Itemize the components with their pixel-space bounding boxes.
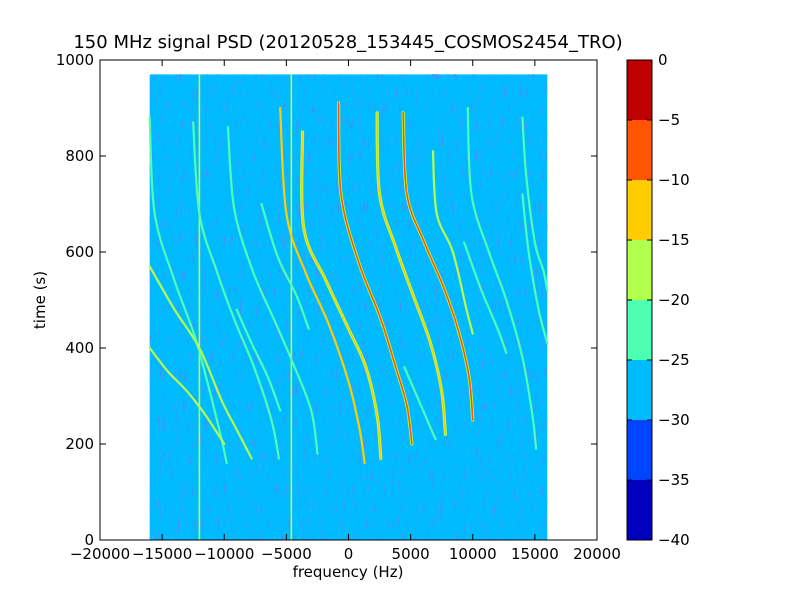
- x-tick-label: −5000: [261, 545, 312, 563]
- x-tick-label: −20000: [70, 545, 130, 563]
- colorbar-tick-label: −20: [658, 291, 690, 309]
- vertical-interference-lines: [198, 74, 293, 540]
- trace-6: [235, 308, 282, 412]
- trace-0: [148, 116, 228, 465]
- colorbar-band: [627, 60, 652, 120]
- colorbar-band: [627, 240, 652, 300]
- colorbar-tick-label: −10: [658, 171, 690, 189]
- trace-15: [521, 193, 549, 345]
- doppler-traces: [148, 101, 549, 465]
- x-tick-label: −15000: [132, 545, 192, 563]
- trace-3: [192, 121, 281, 460]
- colorbar-ticks: −40 −35 −30 −25 −20 −15 −10 −5 0: [627, 51, 690, 549]
- y-axis-label: time (s): [31, 271, 49, 329]
- y-tick-label: 600: [65, 243, 94, 261]
- x-tick-label: −10000: [194, 545, 254, 563]
- colorbar-tick-label: −15: [658, 231, 690, 249]
- y-tick-label: 800: [65, 147, 94, 165]
- y-tick-label: 400: [65, 339, 94, 357]
- trace-2: [148, 346, 226, 446]
- trace-10: [376, 112, 447, 436]
- colorbar-tick-label: −40: [658, 531, 690, 549]
- x-tick-label: 0: [344, 545, 354, 563]
- colorbar-band: [627, 120, 652, 180]
- x-tick-label: 15000: [511, 545, 559, 563]
- trace-13: [466, 106, 538, 450]
- trace-17: [403, 366, 437, 441]
- colorbar: [627, 60, 652, 540]
- colorbar-tick-label: −25: [658, 351, 690, 369]
- trace-9: [337, 102, 413, 445]
- y-tick-label: 1000: [56, 51, 94, 69]
- trace-12: [431, 150, 474, 335]
- colorbar-tick-label: −35: [658, 471, 690, 489]
- trace-4: [226, 126, 319, 455]
- colorbar-band: [627, 300, 652, 360]
- colorbar-band: [627, 420, 652, 480]
- trace-8: [300, 131, 382, 460]
- plot-area: [148, 74, 549, 540]
- spectrogram-noise-speckle: [149, 74, 548, 540]
- x-tick-label: 10000: [449, 545, 497, 563]
- y-tick-label: 200: [65, 435, 94, 453]
- chart-title: 150 MHz signal PSD (20120528_153445_COSM…: [73, 32, 622, 53]
- colorbar-tick-label: −5: [658, 111, 680, 129]
- trace-14: [521, 116, 549, 292]
- x-tick-label: 20000: [573, 545, 621, 563]
- y-tick-label: 0: [84, 531, 94, 549]
- colorbar-tick-label: 0: [658, 51, 668, 69]
- trace-1: [148, 265, 253, 460]
- trace-7: [279, 106, 366, 465]
- trace-11: [402, 112, 474, 421]
- x-axis-ticks: −20000 −15000 −10000 −5000 0 5000 10000 15000 20…: [70, 60, 621, 563]
- y-axis-ticks: 0 200 400 600 800 1000: [56, 51, 597, 549]
- x-tick-label: 5000: [392, 545, 430, 563]
- colorbar-band: [627, 180, 652, 240]
- trace-5: [260, 202, 310, 330]
- colorbar-band: [627, 480, 652, 540]
- trace-16: [462, 241, 508, 354]
- colorbar-tick-label: −30: [658, 411, 690, 429]
- x-axis-label: frequency (Hz): [293, 563, 404, 581]
- colorbar-band: [627, 360, 652, 420]
